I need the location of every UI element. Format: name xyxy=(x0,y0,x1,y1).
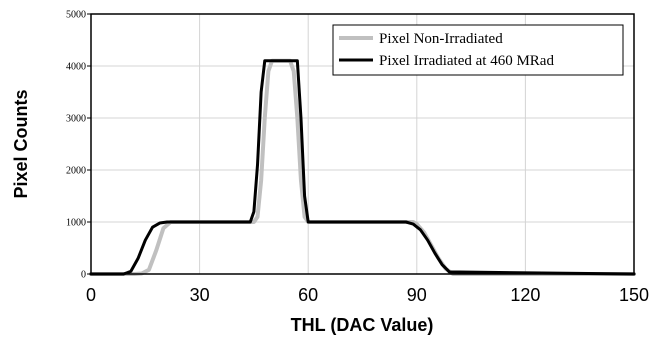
x-tick-label: 120 xyxy=(510,285,540,305)
legend-label: Pixel Non-Irradiated xyxy=(379,31,503,47)
tick-labels: 0 30 60 90 120 150 0 1000 2000 3000 4000 5000 xyxy=(66,10,649,306)
x-tick-label: 30 xyxy=(190,285,210,305)
series-lines xyxy=(89,58,636,276)
legend-label: Pixel Irradiated at 460 MRad xyxy=(379,53,554,69)
y-tick-label: 0 xyxy=(81,270,86,281)
y-axis-title: Pixel Counts xyxy=(11,89,31,198)
series-line-irradiated xyxy=(89,59,636,276)
x-tick-label: 60 xyxy=(298,285,318,305)
x-tick-label: 0 xyxy=(86,285,96,305)
x-axis-title: THL (DAC Value) xyxy=(291,315,434,335)
plot-frame xyxy=(90,13,635,275)
y-tick-label: 4000 xyxy=(66,62,86,73)
x-tick-label: 150 xyxy=(619,285,649,305)
x-tick-label: 90 xyxy=(407,285,427,305)
y-tick-label: 1000 xyxy=(66,218,86,229)
y-tick-label: 2000 xyxy=(66,166,86,177)
y-tick-label: 3000 xyxy=(66,114,86,125)
legend: Pixel Non-Irradiated Pixel Irradiated at … xyxy=(332,24,624,76)
legend-box xyxy=(332,24,624,76)
y-tick-label: 5000 xyxy=(66,10,86,21)
